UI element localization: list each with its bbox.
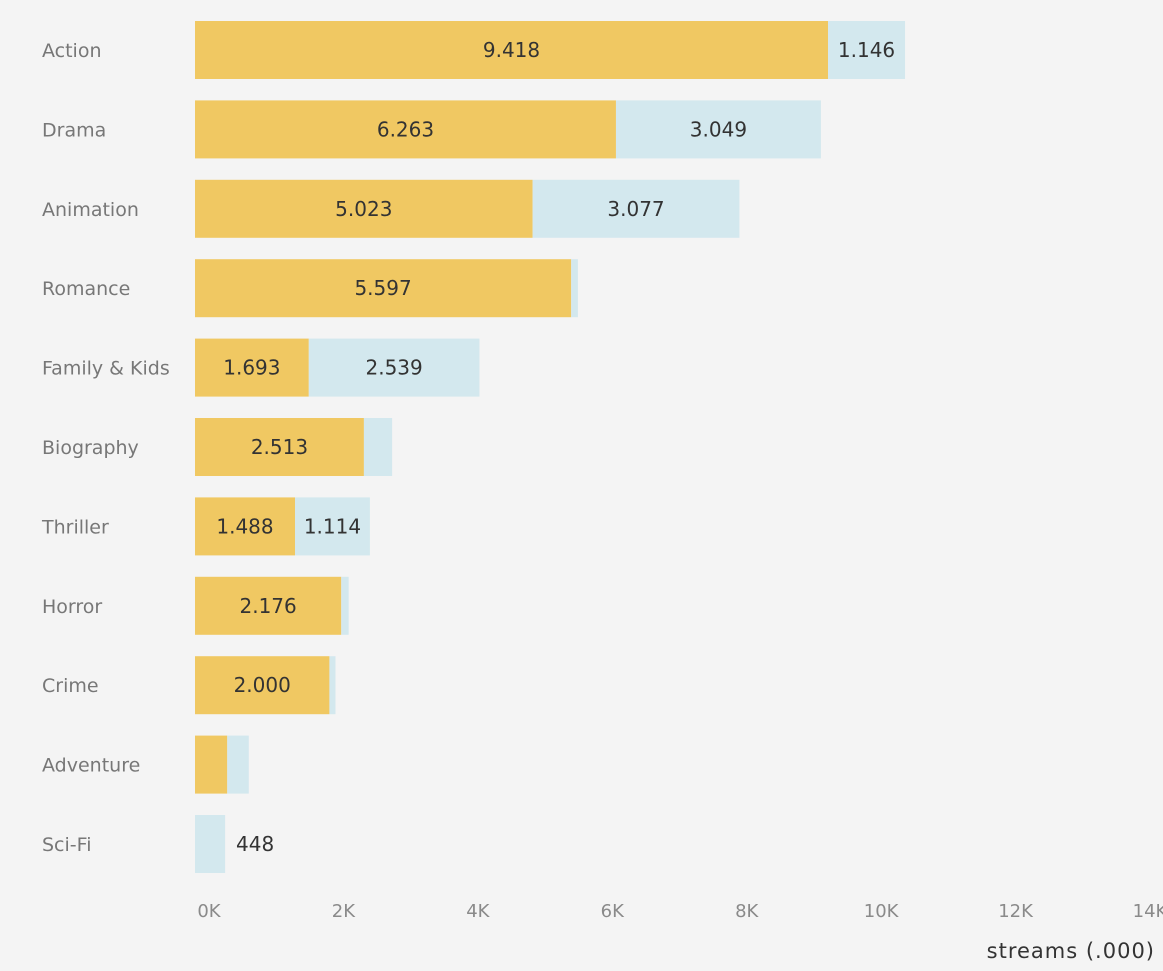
category-label-thriller: Thriller [41, 516, 109, 538]
category-label-biography: Biography [42, 437, 139, 459]
category-label-sci-fi: Sci-Fi [42, 834, 91, 856]
data-label-drama-series-1: 6.263 [377, 117, 434, 141]
data-label-thriller-series-2: 1.114 [304, 514, 361, 538]
category-label-action: Action [42, 40, 102, 62]
bar-action-series-1 [195, 21, 829, 79]
x-tick-label-3: 6K [601, 901, 625, 922]
bar-family-kids-series-2 [308, 338, 480, 397]
data-label-action-series-2: 1.146 [838, 38, 895, 62]
x-axis-ticks: 0K 2K 4K 6K 8K 10K 12K 14K [197, 901, 1163, 922]
bar-horror-series-2 [341, 576, 349, 635]
x-axis-title: streams (.000) [987, 939, 1155, 963]
bar-romance-series-2 [571, 259, 578, 318]
data-label-horror-series-1: 2.176 [239, 594, 296, 618]
data-label-romance-series-1: 5.597 [354, 276, 411, 300]
bar-biography-series-1 [195, 418, 364, 476]
data-label-family-kids-series-2: 2.539 [365, 356, 422, 380]
data-label-action-series-1: 9.418 [483, 38, 540, 62]
category-label-family-kids: Family & Kids [42, 358, 170, 380]
x-tick-label-5: 10K [864, 901, 900, 922]
bar-animation-series-1 [195, 179, 533, 238]
x-tick-label-2: 4K [466, 901, 490, 922]
category-label-drama: Drama [42, 119, 106, 141]
category-label-animation: Animation [42, 199, 139, 221]
bar-biography-series-2 [363, 418, 393, 476]
data-label-thriller-series-1: 1.488 [216, 514, 273, 538]
bar-drama-series-2 [615, 100, 821, 159]
bar-thriller-series-1 [195, 497, 296, 556]
x-tick-label-6: 12K [998, 901, 1034, 922]
category-label-crime: Crime [42, 675, 99, 697]
x-tick-label-1: 2K [332, 901, 356, 922]
category-labels: Action Drama Animation Romance Family & Kids… [41, 40, 170, 856]
x-tick-label-0: 0K [197, 901, 221, 922]
bars-layer [195, 21, 906, 873]
bar-sci-fi-series-2 [195, 815, 226, 873]
data-label-animation-series-1: 5.023 [335, 197, 392, 221]
bar-romance-series-1 [195, 259, 572, 318]
bar-animation-series-2 [532, 179, 740, 238]
category-label-romance: Romance [42, 278, 130, 300]
x-tick-label-4: 8K [735, 901, 759, 922]
data-label-sci-fi-series-2: 448 [236, 832, 274, 856]
bar-crime-series-2 [329, 656, 336, 715]
data-label-crime-series-1: 2.000 [234, 673, 291, 697]
data-label-family-kids-series-1: 1.693 [223, 356, 280, 380]
x-tick-label-7: 14K [1133, 901, 1163, 922]
data-label-drama-series-2: 3.049 [690, 117, 747, 141]
bar-action-series-2 [828, 21, 906, 79]
bar-crime-series-1 [195, 656, 330, 715]
data-label-animation-series-2: 3.077 [607, 197, 664, 221]
bar-family-kids-series-1 [195, 338, 309, 397]
bar-horror-series-1 [195, 576, 342, 635]
bar-drama-series-1 [195, 100, 616, 159]
data-label-biography-series-1: 2.513 [251, 435, 308, 459]
bar-thriller-series-2 [295, 497, 370, 556]
data-labels-layer: 9.418 1.146 6.263 3.049 5.023 3.077 5.597 1.693… [216, 38, 895, 856]
category-label-horror: Horror [42, 596, 102, 618]
bar-adventure-series-2 [227, 735, 249, 794]
category-label-adventure: Adventure [42, 755, 140, 777]
bar-adventure-series-1 [195, 735, 228, 794]
